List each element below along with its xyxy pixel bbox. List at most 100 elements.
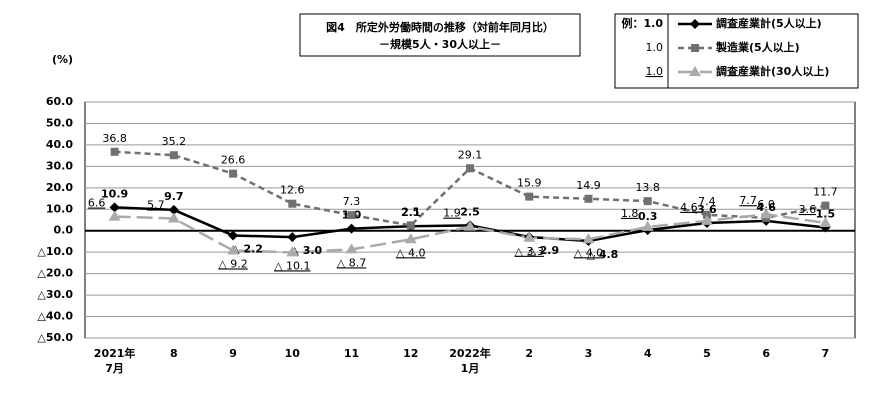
value-label: 6.0 (757, 198, 775, 211)
marker (169, 151, 178, 160)
value-label: 0.3 (638, 210, 658, 223)
value-label: △ 8.7 (337, 256, 366, 269)
y-tick-label: 20.0 (46, 181, 73, 194)
marker (345, 243, 358, 254)
value-label: △ 2.2 (231, 242, 263, 255)
value-label: 2.5 (402, 205, 420, 218)
value-label: 3.6 (697, 203, 717, 216)
y-tick-label: △30.0 (37, 288, 73, 301)
y-tick-label: 10.0 (46, 202, 73, 215)
y-tick-label: 50.0 (46, 116, 73, 129)
marker (229, 169, 238, 178)
value-label: △ 9.2 (218, 257, 247, 270)
x-tick-label: 2 (525, 347, 534, 360)
marker (821, 201, 830, 210)
value-label: 6.6 (88, 197, 106, 210)
value-label: 4.6 (756, 201, 776, 214)
y-tick-label: 0.0 (54, 224, 74, 237)
x-tick-label: 3 (584, 347, 593, 360)
chart-title: 図4 所定外労働時間の推移（対前年同月比） (326, 20, 554, 34)
value-label: 1.5 (816, 208, 836, 221)
value-label: 15.9 (517, 177, 542, 190)
marker (584, 194, 593, 203)
marker (347, 211, 356, 220)
value-label: 2.5 (460, 205, 480, 218)
x-tick-label: 8 (170, 347, 178, 360)
value-label: 7.4 (698, 195, 716, 208)
legend-sample: 1.0 (646, 65, 664, 78)
marker (464, 220, 476, 231)
value-label: 1.9 (443, 207, 461, 220)
value-label: △ 3.3 (515, 245, 544, 258)
marker (691, 44, 699, 52)
y-tick-label: △50.0 (37, 331, 73, 344)
marker (110, 147, 119, 156)
value-label: 11.7 (813, 186, 838, 199)
value-label: 7.7 (739, 194, 757, 207)
legend-label: 調査産業計(5人以上) (716, 16, 822, 30)
marker (168, 204, 179, 215)
marker (286, 246, 299, 257)
marker (108, 210, 121, 221)
value-label: 2.1 (401, 206, 421, 219)
legend-box (614, 13, 859, 89)
marker (700, 214, 713, 225)
marker (582, 233, 595, 244)
marker (523, 231, 536, 242)
value-label: 5.7 (147, 198, 165, 211)
value-label: 9.7 (164, 190, 184, 203)
marker (288, 199, 297, 208)
value-label: 1.8 (621, 207, 639, 220)
x-tick-label: 4 (643, 347, 652, 360)
y-axis-label: (%) (52, 53, 73, 66)
value-label: 4.6 (680, 201, 698, 214)
y-tick-label: 40.0 (46, 138, 73, 151)
plot-area (84, 101, 856, 339)
marker (404, 233, 417, 244)
y-tick-label: △10.0 (37, 245, 73, 258)
x-tick-label: 12 (403, 347, 419, 360)
value-label: △ 3.0 (290, 244, 322, 257)
value-label: 29.1 (458, 148, 483, 161)
marker (643, 197, 652, 206)
marker (287, 232, 298, 243)
legend-label: 製造業(5人以上) (715, 40, 800, 54)
value-label: 35.2 (162, 135, 187, 148)
marker (346, 223, 357, 234)
legend-label: 調査産業計(30人以上) (716, 64, 829, 78)
x-tick-label: 2021年 7月 (93, 347, 136, 375)
y-tick-label: 60.0 (46, 95, 73, 108)
value-label: 14.9 (576, 179, 601, 192)
x-tick-label: 7 (821, 347, 830, 360)
x-tick-label: 10 (284, 347, 300, 360)
value-label: △ 4.0 (574, 246, 603, 259)
marker (819, 217, 832, 228)
marker (525, 192, 534, 201)
marker (109, 202, 120, 213)
value-label: 3.6 (799, 203, 817, 216)
value-label: △ 4.0 (396, 246, 425, 259)
value-label: 10.9 (101, 187, 128, 200)
marker (228, 230, 239, 241)
marker (689, 66, 701, 76)
value-label: 36.8 (102, 132, 127, 145)
legend-sample: 例：1.0 (622, 16, 664, 30)
marker (167, 212, 180, 223)
value-label: △ 4.8 (587, 248, 619, 261)
y-tick-label: 30.0 (46, 159, 73, 172)
x-tick-label: 5 (703, 347, 711, 360)
value-label: 12.6 (280, 184, 305, 197)
x-tick-label: 9 (229, 347, 237, 360)
value-label: △ 2.9 (527, 244, 559, 257)
x-tick-label: 2022年 1月 (449, 347, 491, 375)
value-label: 26.6 (221, 154, 246, 167)
x-tick-label: 6 (762, 347, 770, 360)
marker (702, 210, 711, 219)
y-tick-label: △40.0 (37, 310, 73, 323)
chart-subtitle: －規模5人・30人以上－ (379, 37, 501, 51)
marker (227, 244, 240, 255)
title-box (299, 13, 581, 57)
marker (690, 19, 700, 29)
